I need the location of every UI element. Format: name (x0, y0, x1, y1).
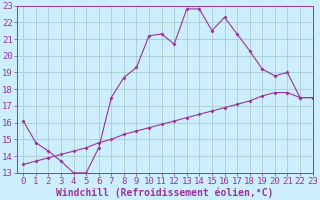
X-axis label: Windchill (Refroidissement éolien,°C): Windchill (Refroidissement éolien,°C) (56, 187, 274, 198)
